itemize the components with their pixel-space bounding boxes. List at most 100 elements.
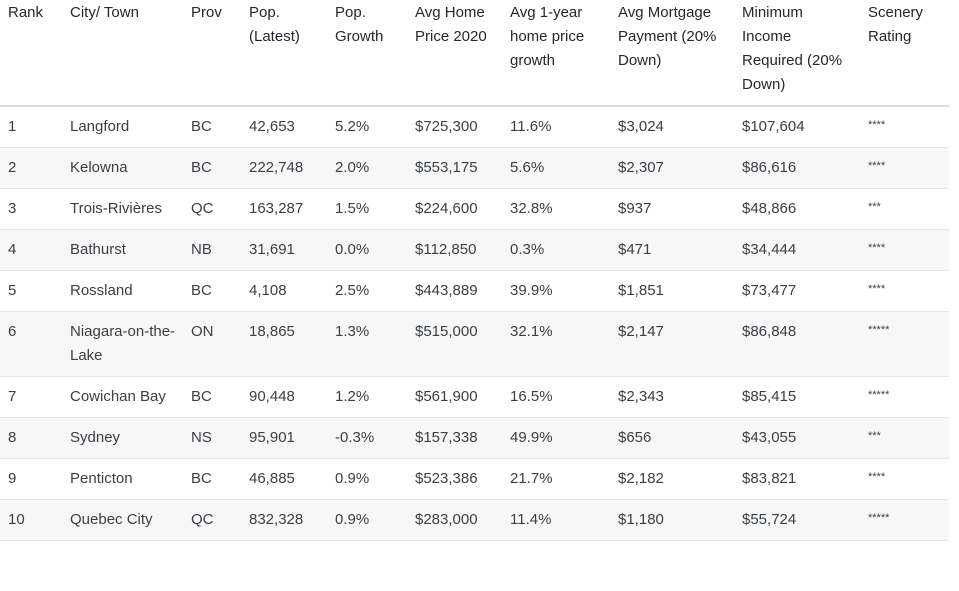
population-growth-cell: -0.3% [327,417,407,459]
population-cell: 46,885 [241,458,327,500]
population-cell: 42,653 [241,106,327,148]
population-growth-cell: 5.2% [327,106,407,148]
province-cell: BC [183,458,241,500]
population-growth-cell: 0.0% [327,229,407,271]
income-cell: $34,444 [734,229,860,271]
mortgage-cell: $1,180 [610,499,734,541]
scenery-rating-cell: **** [860,270,949,312]
province-cell: QC [183,499,241,541]
home-price-growth-cell: 21.7% [502,458,610,500]
income-cell: $48,866 [734,188,860,230]
mortgage-cell: $2,307 [610,147,734,189]
scenery-rating-cell: *** [860,188,949,230]
home-price-cell: $224,600 [407,188,502,230]
population-growth-cell: 1.5% [327,188,407,230]
mortgage-cell: $656 [610,417,734,459]
city-cell: Rossland [62,270,183,312]
home-price-cell: $553,175 [407,147,502,189]
rank-cell: 9 [0,458,62,500]
rank-cell: 10 [0,499,62,541]
table-row: 10 Quebec City QC 832,328 0.9% $283,000 … [0,499,949,541]
rank-cell: 4 [0,229,62,271]
population-cell: 222,748 [241,147,327,189]
mortgage-cell: $2,343 [610,376,734,418]
home-price-growth-cell: 49.9% [502,417,610,459]
header-population: Pop. (Latest) [241,0,327,107]
rank-cell: 5 [0,270,62,312]
scenery-rating-cell: **** [860,106,949,148]
header-province: Prov [183,0,241,107]
mortgage-cell: $2,147 [610,311,734,377]
home-price-cell: $112,850 [407,229,502,271]
city-cell: Sydney [62,417,183,459]
table-row: 1 Langford BC 42,653 5.2% $725,300 11.6%… [0,106,949,148]
city-cell: Cowichan Bay [62,376,183,418]
income-cell: $107,604 [734,106,860,148]
population-growth-cell: 2.5% [327,270,407,312]
table-row: 4 Bathurst NB 31,691 0.0% $112,850 0.3% … [0,229,949,271]
home-price-growth-cell: 11.4% [502,499,610,541]
mortgage-cell: $937 [610,188,734,230]
income-cell: $86,616 [734,147,860,189]
province-cell: QC [183,188,241,230]
scenery-rating-cell: **** [860,458,949,500]
city-cell: Kelowna [62,147,183,189]
home-price-cell: $725,300 [407,106,502,148]
home-price-cell: $561,900 [407,376,502,418]
home-price-growth-cell: 16.5% [502,376,610,418]
table-row: 8 Sydney NS 95,901 -0.3% $157,338 49.9% … [0,417,949,459]
population-cell: 4,108 [241,270,327,312]
mortgage-cell: $2,182 [610,458,734,500]
income-cell: $85,415 [734,376,860,418]
province-cell: BC [183,147,241,189]
population-cell: 31,691 [241,229,327,271]
table-row: 7 Cowichan Bay BC 90,448 1.2% $561,900 1… [0,376,949,418]
mortgage-cell: $1,851 [610,270,734,312]
rank-cell: 8 [0,417,62,459]
city-cell: Langford [62,106,183,148]
header-row: Rank City/ Town Prov Pop. (Latest) Pop. … [0,0,949,107]
rank-cell: 6 [0,311,62,377]
home-price-cell: $443,889 [407,270,502,312]
population-growth-cell: 0.9% [327,458,407,500]
rank-cell: 2 [0,147,62,189]
header-minimum-income: Minimum Income Required (20% Down) [734,0,860,107]
income-cell: $83,821 [734,458,860,500]
province-cell: NS [183,417,241,459]
mortgage-cell: $471 [610,229,734,271]
population-cell: 95,901 [241,417,327,459]
header-avg-home-price: Avg Home Price 2020 [407,0,502,107]
header-mortgage-payment: Avg Mortgage Payment (20% Down) [610,0,734,107]
rank-cell: 1 [0,106,62,148]
city-cell: Niagara-on-the-Lake [62,311,183,377]
city-cell: Bathurst [62,229,183,271]
table-row: 5 Rossland BC 4,108 2.5% $443,889 39.9% … [0,270,949,312]
scenery-rating-cell: ***** [860,499,949,541]
table-row: 6 Niagara-on-the-Lake ON 18,865 1.3% $51… [0,311,949,377]
population-cell: 18,865 [241,311,327,377]
home-price-growth-cell: 39.9% [502,270,610,312]
population-cell: 163,287 [241,188,327,230]
scenery-rating-cell: **** [860,229,949,271]
province-cell: NB [183,229,241,271]
home-price-cell: $515,000 [407,311,502,377]
province-cell: ON [183,311,241,377]
population-cell: 832,328 [241,499,327,541]
scenery-rating-cell: **** [860,147,949,189]
header-city: City/ Town [62,0,183,107]
home-price-growth-cell: 5.6% [502,147,610,189]
city-cell: Quebec City [62,499,183,541]
header-population-growth: Pop. Growth [327,0,407,107]
header-home-price-growth: Avg 1-year home price growth [502,0,610,107]
table-row: 3 Trois-Rivières QC 163,287 1.5% $224,60… [0,188,949,230]
home-price-cell: $157,338 [407,417,502,459]
rank-cell: 3 [0,188,62,230]
rankings-table: Rank City/ Town Prov Pop. (Latest) Pop. … [0,0,949,541]
table-row: 9 Penticton BC 46,885 0.9% $523,386 21.7… [0,458,949,500]
income-cell: $86,848 [734,311,860,377]
population-cell: 90,448 [241,376,327,418]
header-scenery-rating: Scenery Rating [860,0,949,107]
scenery-rating-cell: *** [860,417,949,459]
home-price-growth-cell: 11.6% [502,106,610,148]
province-cell: BC [183,106,241,148]
